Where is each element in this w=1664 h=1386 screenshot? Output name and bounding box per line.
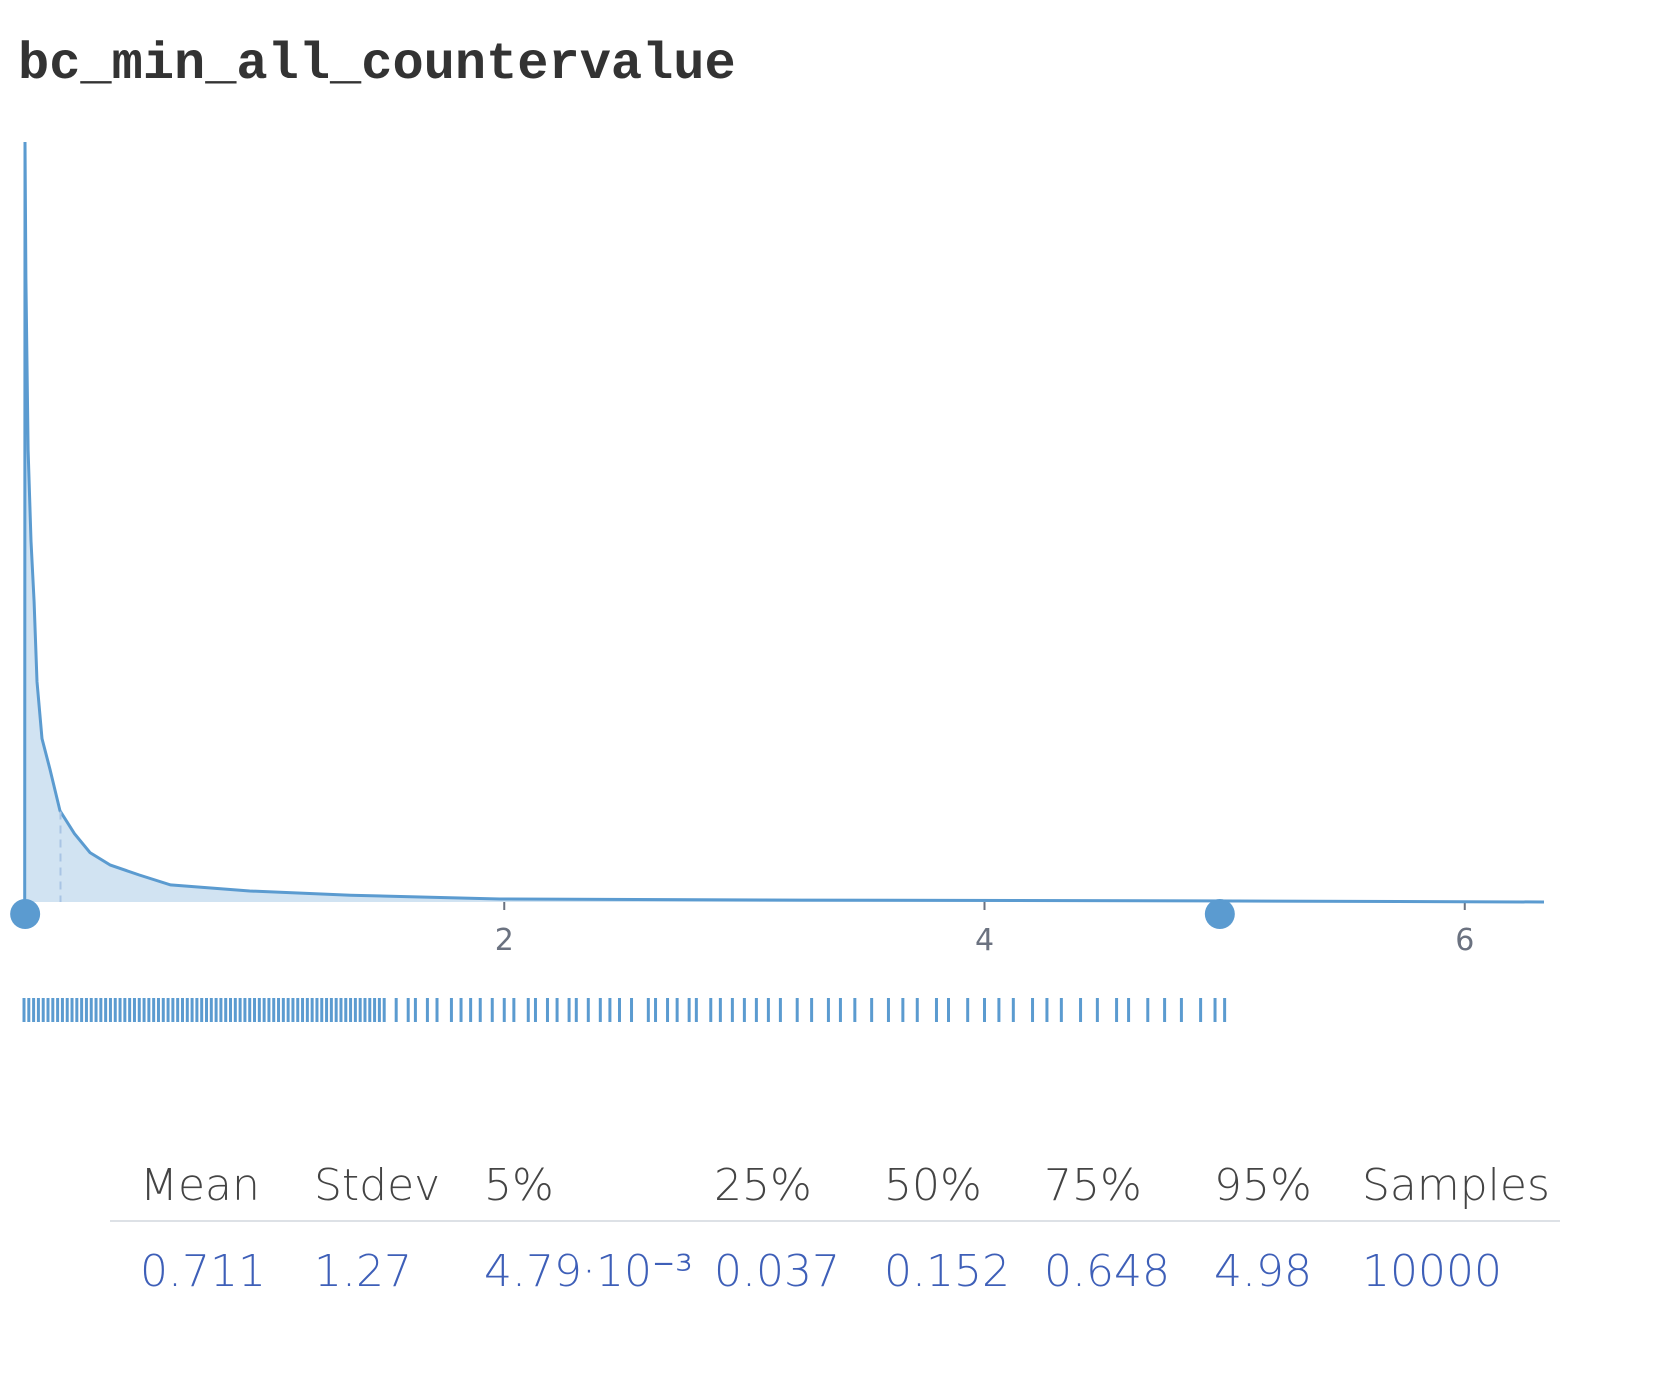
table-header: 5% xyxy=(484,1160,554,1211)
x-tick-label: 6 xyxy=(1455,923,1474,958)
table-header: 25% xyxy=(714,1160,812,1211)
table-value: 4.98 xyxy=(1214,1246,1312,1297)
density-line xyxy=(23,141,1545,904)
table-value: 0.037 xyxy=(714,1246,840,1297)
table-value: 1.27 xyxy=(314,1246,412,1297)
chart-title: bc_min_all_countervalue xyxy=(18,35,736,94)
table-header: Stdev xyxy=(314,1160,440,1211)
table-header: 50% xyxy=(884,1160,982,1211)
table-value: 4.79·10⁻³ xyxy=(484,1246,693,1297)
table-header: 75% xyxy=(1044,1160,1142,1211)
table-header: Samples xyxy=(1362,1160,1550,1211)
table-value: 0.152 xyxy=(884,1246,1010,1297)
table-value: 0.648 xyxy=(1044,1246,1170,1297)
density-area xyxy=(24,142,1545,902)
table-value: 10000 xyxy=(1362,1246,1502,1297)
table-header: 95% xyxy=(1214,1160,1312,1211)
x-tick-label: 4 xyxy=(975,923,994,958)
table-header: Mean xyxy=(140,1160,260,1211)
table-value: 0.711 xyxy=(140,1246,266,1297)
percentile-dot xyxy=(10,899,41,929)
x-tick-label: 2 xyxy=(495,923,514,958)
percentile-dot xyxy=(1204,899,1235,929)
